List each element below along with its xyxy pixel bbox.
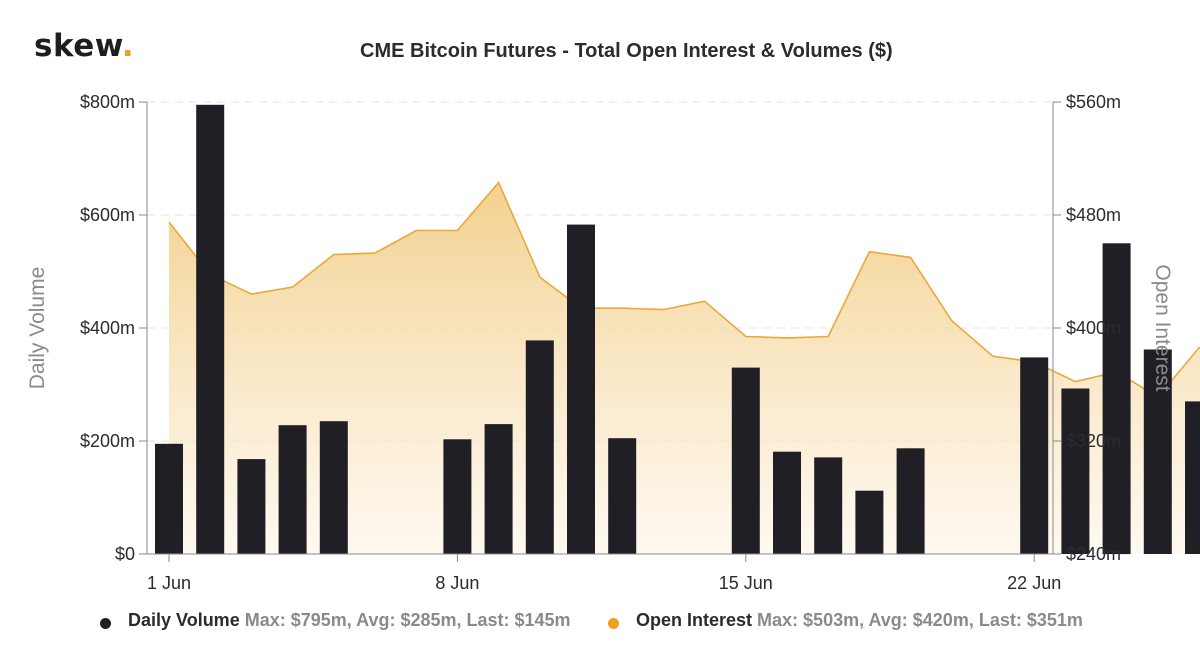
right-tick-label: $400m xyxy=(1066,318,1121,338)
volume-bar-17-jun xyxy=(814,457,843,554)
daily-volume-bars xyxy=(155,104,1200,555)
skew-logo: skew. xyxy=(34,28,134,64)
chart-title: CME Bitcoin Futures - Total Open Interes… xyxy=(360,40,893,62)
legend-marker-daily-volume xyxy=(100,618,111,629)
legend-stats-daily-volume: Max: $795m, Avg: $285m, Last: $145m xyxy=(244,610,571,630)
volume-bar-10-jun xyxy=(525,340,554,554)
right-tick-label: $480m xyxy=(1066,205,1121,225)
x-tick-label: 22 Jun xyxy=(1007,573,1061,593)
volume-bar-22-jun xyxy=(1020,357,1049,554)
legend-marker-open-interest xyxy=(608,618,619,629)
logo-text: skew xyxy=(34,28,122,64)
left-tick-label: $800m xyxy=(80,92,135,112)
volume-bar-4-jun xyxy=(278,425,307,554)
x-tick-label: 1 Jun xyxy=(147,573,191,593)
volume-bar-19-jun xyxy=(896,448,925,554)
volume-bar-15-jun xyxy=(731,367,760,554)
volume-bar-2-jun xyxy=(196,104,225,555)
left-tick-label: $600m xyxy=(80,205,135,225)
volume-bar-16-jun xyxy=(773,451,801,554)
right-tick-label: $240m xyxy=(1066,544,1121,564)
volume-bar-12-jun xyxy=(608,438,637,554)
volume-bar-23-jun xyxy=(1061,388,1090,554)
left-tick-label: $200m xyxy=(80,431,135,451)
volume-bar-1-jun xyxy=(155,443,183,554)
right-tick-label: $320m xyxy=(1066,431,1121,451)
left-tick-label: $400m xyxy=(80,318,135,338)
open-interest-fill xyxy=(169,182,1200,554)
volume-bar-26-jun xyxy=(1185,401,1200,554)
x-tick-label: 8 Jun xyxy=(435,573,479,593)
volume-bar-24-jun xyxy=(1102,243,1131,555)
volume-bar-18-jun xyxy=(855,490,884,554)
legend-name-open-interest: Open Interest xyxy=(636,610,753,630)
volume-bar-25-jun xyxy=(1143,349,1172,554)
legend-stats-open-interest: Max: $503m, Avg: $420m, Last: $351m xyxy=(757,610,1083,630)
chart-plot: $0 $200m $400m $600m $800m $240m $320m $400m $48… xyxy=(26,92,1200,593)
logo-dot: . xyxy=(121,28,135,64)
legend-name-daily-volume: Daily Volume xyxy=(128,610,240,630)
right-tick-label: $560m xyxy=(1066,92,1121,112)
left-tick-label: $0 xyxy=(115,544,135,564)
x-tick-label: 15 Jun xyxy=(719,573,773,593)
volume-bar-3-jun xyxy=(237,459,266,554)
right-axis-title: Open Interest xyxy=(1151,264,1174,391)
volume-bar-5-jun xyxy=(319,421,348,554)
axes: $0 $200m $400m $600m $800m $240m $320m $400m $48… xyxy=(26,92,1174,593)
volume-bar-11-jun xyxy=(567,224,595,554)
volume-bar-8-jun xyxy=(443,439,472,554)
volume-bar-9-jun xyxy=(484,424,513,554)
left-axis-title: Daily Volume xyxy=(26,267,49,390)
